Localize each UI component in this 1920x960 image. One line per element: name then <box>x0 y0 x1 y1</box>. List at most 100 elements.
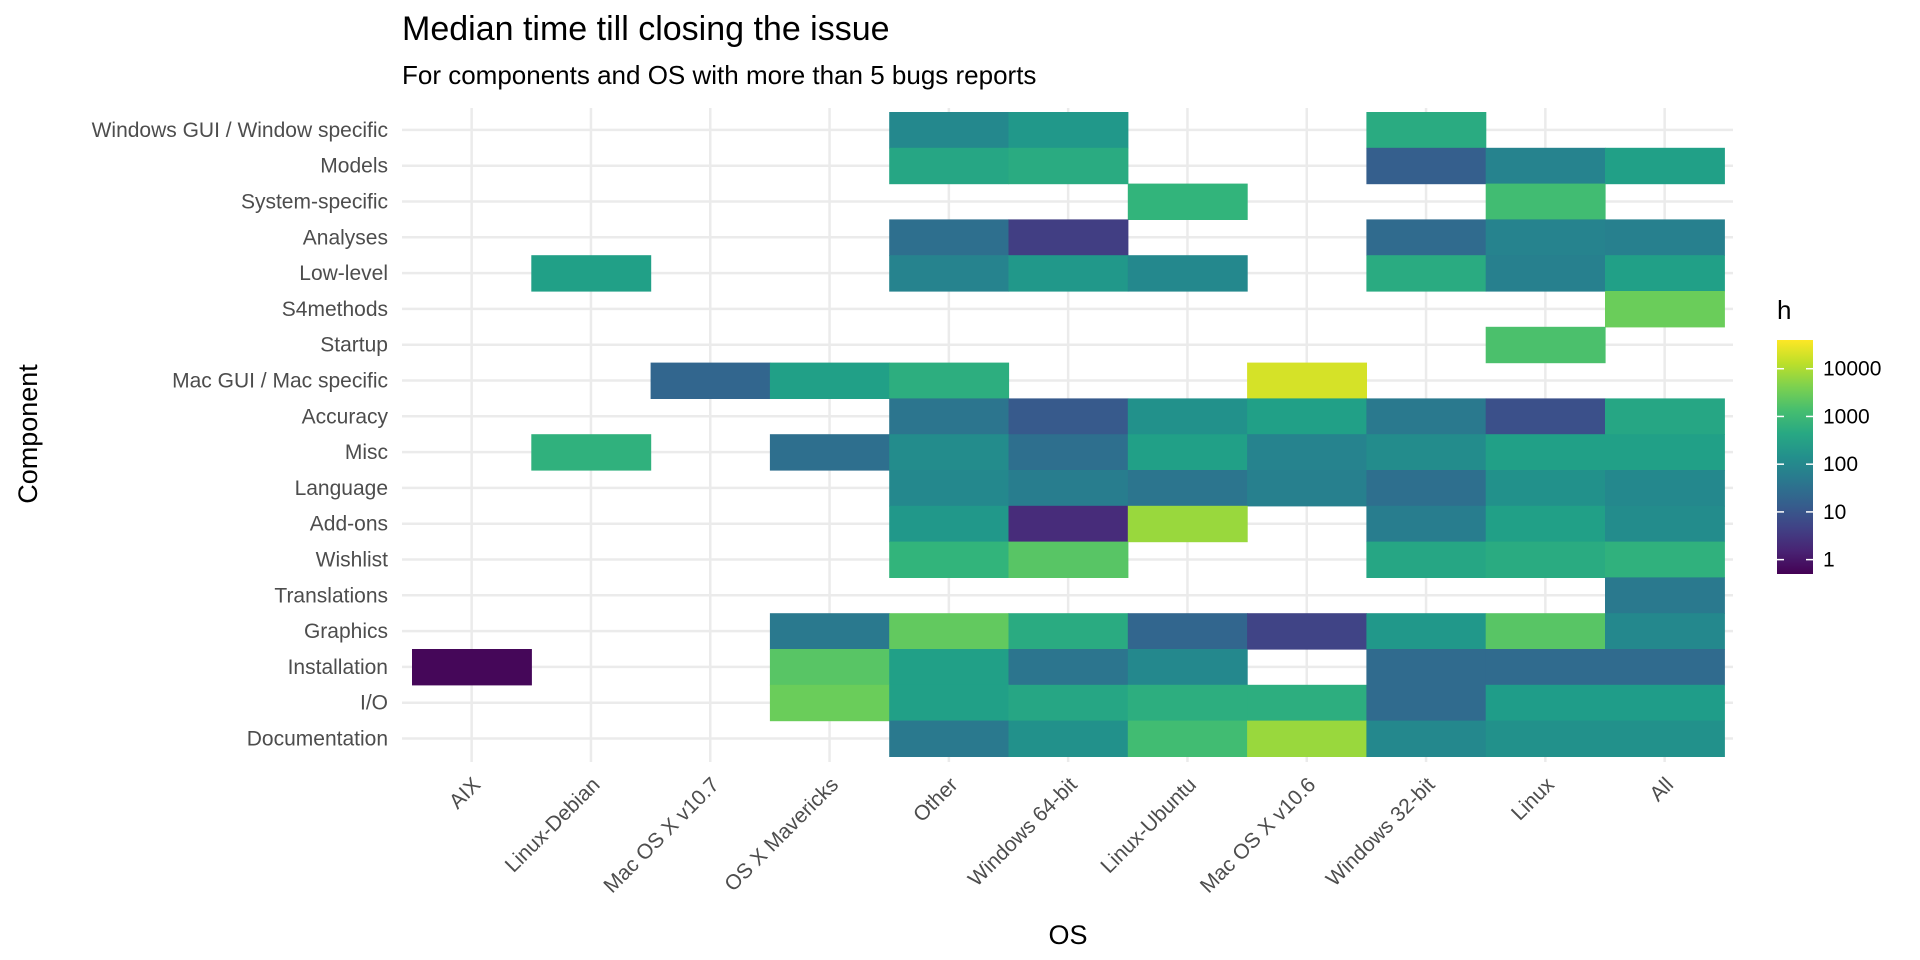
heatmap-cell <box>769 649 890 686</box>
heatmap-cell <box>769 684 890 722</box>
heatmap-cell <box>1008 112 1129 149</box>
heatmap-cell <box>889 219 1010 256</box>
heatmap-cell <box>1247 470 1367 507</box>
heatmap-cell <box>1366 541 1487 578</box>
heatmap-cell <box>1605 255 1725 292</box>
heatmap-cell <box>1366 470 1487 507</box>
heatmap-cell <box>1605 577 1725 614</box>
chart-subtitle: For components and OS with more than 5 b… <box>402 60 1036 90</box>
heatmap-cell <box>1247 434 1367 471</box>
x-tick-label: Linux-Debian <box>501 773 605 877</box>
heatmap-cell <box>1605 147 1725 185</box>
heatmap-cell <box>412 649 532 686</box>
heatmap-cell <box>1127 684 1248 722</box>
y-tick-label: Windows GUI / Window specific <box>92 119 388 142</box>
heatmap-cell <box>1247 362 1367 399</box>
heatmap-cell <box>889 470 1010 507</box>
y-tick-label: Models <box>320 155 388 178</box>
y-tick-label: Translations <box>274 584 388 607</box>
heatmap-cell <box>650 362 771 399</box>
heatmap-cell <box>1008 720 1129 757</box>
legend-color-bar <box>1777 340 1813 574</box>
heatmap-cell <box>1485 255 1606 292</box>
heatmap-cell <box>1605 720 1725 757</box>
x-tick-label: AIX <box>445 773 485 813</box>
heatmap-cell <box>1008 434 1129 471</box>
heatmap-cell <box>1127 434 1248 471</box>
y-tick-label: Graphics <box>304 620 388 643</box>
heatmap-cell <box>1008 147 1129 185</box>
heatmap-cell <box>889 434 1010 471</box>
heatmap-cell <box>1366 505 1487 543</box>
y-tick-label: I/O <box>360 692 388 715</box>
heatmap-cell <box>1605 470 1725 507</box>
heatmap-cell <box>1485 720 1606 757</box>
heatmap-cell <box>1605 505 1725 543</box>
heatmap-cell <box>1485 398 1606 435</box>
heatmap-cell <box>1127 613 1248 650</box>
heatmap-cell <box>889 398 1010 435</box>
legend-tick-label: 10000 <box>1823 358 1881 381</box>
heatmap-cell <box>1008 649 1129 686</box>
x-axis-title: OS <box>1048 920 1087 950</box>
heatmap-cell <box>1127 470 1248 507</box>
heatmap-cell <box>889 112 1010 149</box>
heatmap-cell <box>1008 613 1129 650</box>
y-tick-label: Misc <box>345 441 388 464</box>
heatmap-cell <box>1127 183 1248 220</box>
heatmap-cell <box>1485 541 1606 578</box>
heatmap-cell <box>1605 684 1725 722</box>
heatmap-cell <box>889 362 1010 399</box>
heatmap-cell <box>1127 398 1248 435</box>
heatmap-cell <box>889 720 1010 757</box>
heatmap-cell <box>1008 541 1129 578</box>
heatmap-cell <box>1247 613 1367 650</box>
heatmap-cell <box>1366 255 1487 292</box>
heatmap-cell <box>1127 720 1248 757</box>
legend-title: h <box>1777 295 1791 325</box>
legend-tick-label: 1 <box>1823 549 1835 572</box>
heatmap-cell <box>889 684 1010 722</box>
heatmap-cell <box>1366 147 1487 185</box>
heatmap-cell <box>1127 649 1248 686</box>
x-tick-label: Windows 64-bit <box>964 773 1082 891</box>
heatmap-cell <box>1366 684 1487 722</box>
y-axis-title: Component <box>13 364 43 504</box>
heatmap-cell <box>1605 649 1725 686</box>
heatmap-cell <box>1605 219 1725 256</box>
heatmap-cell <box>1247 720 1367 757</box>
heatmap-cell <box>1485 326 1606 364</box>
heatmap-cell <box>1366 219 1487 256</box>
heatmap-cell <box>1605 613 1725 650</box>
y-tick-label: Low-level <box>299 262 388 285</box>
y-tick-label: Language <box>295 477 388 500</box>
x-tick-label: Linux-Ubuntu <box>1096 773 1201 878</box>
y-tick-label: Analyses <box>303 226 388 249</box>
heatmap-cell <box>1366 613 1487 650</box>
y-tick-label: Accuracy <box>302 405 389 428</box>
heatmap-cell <box>531 434 652 471</box>
y-tick-label: Documentation <box>247 728 388 751</box>
heatmap-cell <box>1485 505 1606 543</box>
chart-title: Median time till closing the issue <box>402 10 890 48</box>
heatmap-cell <box>1008 470 1129 507</box>
heatmap-cell <box>889 255 1010 292</box>
x-tick-label: Other <box>909 773 962 826</box>
heatmap-cell <box>1127 505 1248 543</box>
legend-tick-label: 10 <box>1823 501 1846 524</box>
heatmap-cell <box>769 362 890 399</box>
heatmap-cell <box>1366 398 1487 435</box>
y-tick-label: S4methods <box>282 298 388 321</box>
heatmap-cell <box>1605 398 1725 435</box>
heatmap-cell <box>769 613 890 650</box>
x-tick-label: Mac OS X v10.6 <box>1196 773 1320 897</box>
x-tick-label: Windows 32-bit <box>1322 773 1440 891</box>
y-tick-label: Installation <box>288 656 388 679</box>
heatmap-cell <box>1366 649 1487 686</box>
heatmap-cell <box>1485 684 1606 722</box>
y-tick-label: Mac GUI / Mac specific <box>172 370 388 393</box>
heatmap-cell <box>1485 613 1606 650</box>
y-tick-label: Startup <box>320 334 388 357</box>
